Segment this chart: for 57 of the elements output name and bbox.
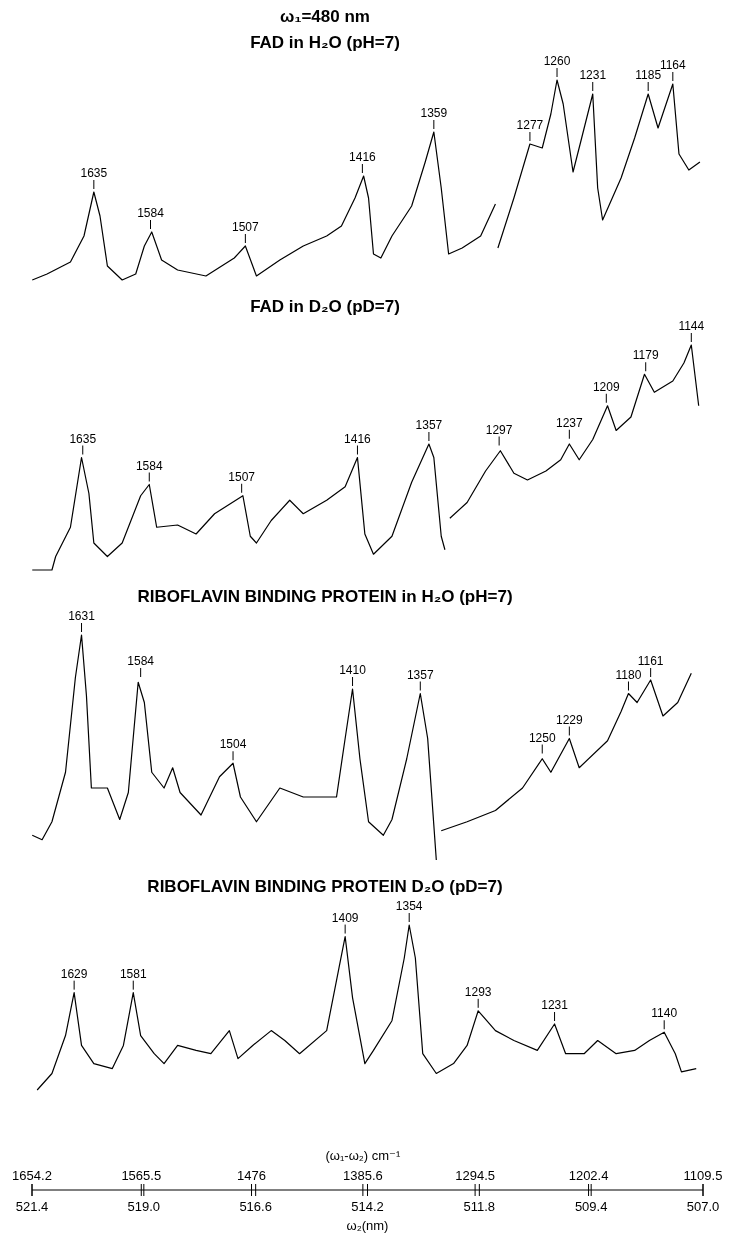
- x2-tick-label: 519.0: [127, 1199, 161, 1214]
- annotation: 1209: [592, 379, 620, 394]
- annotation: 1140: [651, 1006, 678, 1021]
- annotation: 1354: [395, 899, 423, 913]
- x2-tick-label: 507.0: [686, 1199, 720, 1214]
- annotation: 1164: [659, 58, 687, 72]
- annotation: 1584: [135, 458, 163, 473]
- annotation: 1297: [485, 422, 513, 437]
- chart-title: ω₁=480 nm: [280, 7, 370, 26]
- x-tick-label: 1294.5: [455, 1168, 495, 1183]
- x2-axis-title: ω₂(nm): [346, 1218, 389, 1233]
- annotation: 1410: [339, 663, 367, 677]
- annotation: 1357: [415, 418, 443, 432]
- annotation: 1229: [555, 712, 584, 727]
- annotation: 1409: [331, 910, 359, 925]
- annotation: 1504: [219, 737, 247, 752]
- annotation: 1185: [635, 68, 662, 82]
- annotation: 1231: [541, 998, 569, 1012]
- x-axis-title: (ω₁-ω₂) cm⁻¹: [325, 1148, 401, 1163]
- chart-title: FAD in D₂O (pD=7): [250, 297, 400, 316]
- annotation: 1277: [516, 118, 544, 132]
- x2-tick-label: 516.6: [239, 1199, 272, 1214]
- annotation: 1237: [555, 415, 584, 430]
- x2-tick-label: 521.4: [15, 1199, 49, 1214]
- annotation: 1231: [579, 68, 607, 82]
- annotation: 1635: [69, 431, 97, 446]
- annotation: 1584: [137, 206, 165, 220]
- x2-tick-label: 511.8: [463, 1199, 496, 1214]
- annotation: 1161: [637, 654, 664, 668]
- annotation: 1507: [232, 220, 260, 234]
- annotation: 1629: [60, 966, 88, 981]
- annotation: 1584: [127, 654, 155, 668]
- x2-tick-label: 514.2: [351, 1199, 384, 1214]
- x-tick-label: 1385.6: [343, 1168, 383, 1183]
- chart-subtitle: FAD in H₂O (pH=7): [250, 33, 400, 52]
- x-tick-label: 1476: [237, 1168, 266, 1183]
- annotation: 1357: [406, 667, 434, 682]
- x-tick-label: 1565.5: [121, 1168, 162, 1183]
- annotation: 1144: [678, 319, 705, 333]
- annotation: 1180: [615, 667, 642, 682]
- annotation: 1581: [119, 966, 147, 981]
- annotation: 1260: [543, 54, 571, 68]
- x-tick-label: 1202.4: [568, 1168, 609, 1183]
- annotation: 1293: [464, 984, 492, 999]
- chart-title: RIBOFLAVIN BINDING PROTEIN in H₂O (pH=7): [137, 587, 513, 606]
- x2-tick-label: 509.4: [574, 1199, 608, 1214]
- x-tick-label: 1654.2: [12, 1168, 52, 1183]
- annotation: 1507: [228, 469, 256, 484]
- chart-title: RIBOFLAVIN BINDING PROTEIN D₂O (pD=7): [147, 877, 503, 896]
- annotation: 1359: [420, 106, 448, 120]
- annotation: 1416: [344, 431, 372, 446]
- annotation: 1250: [528, 730, 556, 745]
- annotation: 1416: [349, 150, 377, 164]
- annotation: 1179: [632, 348, 659, 363]
- annotation: 1631: [68, 609, 96, 623]
- x-tick-label: 1109.5: [683, 1168, 723, 1183]
- annotation: 1635: [80, 166, 108, 180]
